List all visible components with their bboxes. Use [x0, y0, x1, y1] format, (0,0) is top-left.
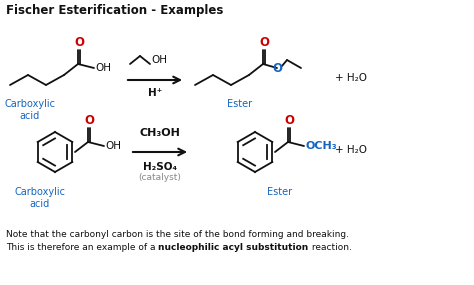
- Text: O: O: [259, 36, 269, 49]
- Text: Note that the carbonyl carbon is the site of the bond forming and breaking.: Note that the carbonyl carbon is the sit…: [6, 230, 349, 239]
- Text: + H₂O: + H₂O: [335, 145, 367, 155]
- Text: reaction.: reaction.: [309, 243, 352, 252]
- Text: Carboxylic
acid: Carboxylic acid: [4, 99, 55, 121]
- Text: This is therefore an example of a: This is therefore an example of a: [6, 243, 158, 252]
- Text: (catalyst): (catalyst): [138, 173, 182, 182]
- Text: OH: OH: [105, 141, 121, 151]
- Text: Ester: Ester: [267, 187, 292, 197]
- Text: H₂SO₄: H₂SO₄: [143, 162, 177, 172]
- Text: + H₂O: + H₂O: [335, 73, 367, 83]
- Text: Ester: Ester: [228, 99, 253, 109]
- Text: OH: OH: [151, 55, 167, 65]
- Text: H⁺: H⁺: [148, 88, 162, 98]
- Text: Carboxylic
acid: Carboxylic acid: [15, 187, 65, 209]
- Text: OH: OH: [95, 63, 111, 73]
- Text: O: O: [74, 36, 84, 49]
- Text: O: O: [272, 62, 282, 74]
- Text: CH₃OH: CH₃OH: [139, 128, 181, 138]
- Text: O: O: [284, 114, 294, 127]
- Text: nucleophilic acyl substitution: nucleophilic acyl substitution: [158, 243, 309, 252]
- Text: OCH₃: OCH₃: [306, 141, 337, 151]
- Text: Fischer Esterification - Examples: Fischer Esterification - Examples: [6, 4, 223, 17]
- Text: O: O: [84, 114, 94, 127]
